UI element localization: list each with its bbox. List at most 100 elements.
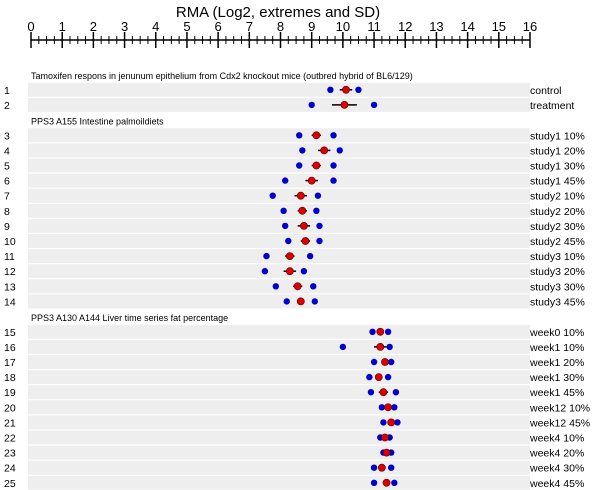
tick-label: 8 [277,19,284,34]
max-point [306,252,314,260]
row-number: 10 [4,236,16,248]
tick-label: 6 [215,19,222,34]
tick-label: 13 [429,19,443,34]
mean-point [320,146,329,155]
row-band [28,249,530,264]
mean-point [312,131,321,140]
row-number: 14 [4,296,16,308]
row-number: 20 [4,402,16,414]
max-point [314,192,322,199]
row-label: week1 45% [529,387,584,399]
max-point [310,283,317,290]
mean-point [312,161,321,170]
row-label: week12 10% [529,402,590,414]
row-band [28,385,530,400]
min-point [308,101,315,109]
row-number: 9 [4,221,10,233]
row-number: 22 [4,433,16,445]
row-band [28,188,530,203]
group-title: Tamoxifen respons in jenunum epithelium … [31,71,413,81]
row-number: 19 [4,387,16,399]
row-label: study2 30% [530,221,585,233]
min-point [269,192,276,199]
mean-point [293,282,302,291]
row-band [28,203,530,218]
min-point [263,252,270,260]
row-band [28,430,530,445]
row-label: study2 45% [530,236,585,248]
mean-point [298,206,307,215]
tick-label: 11 [367,19,381,34]
min-point [370,358,378,366]
row-band [28,234,530,248]
max-point [370,101,378,109]
row-number: 24 [4,463,16,475]
min-point [296,162,303,169]
min-point [299,147,306,154]
mean-point [299,221,308,230]
group-title: PPS3 A155 Intestine palmoildiets [31,117,164,127]
row-label: week4 30% [529,463,584,475]
mean-point [379,388,388,397]
row-band [28,264,530,279]
mean-point [377,463,386,472]
min-point [327,86,334,94]
max-point [391,404,398,411]
tick-label: 4 [152,19,159,34]
row-label: study3 20% [530,266,585,278]
row-number: 4 [4,145,10,157]
mean-point [342,85,350,94]
min-point [283,298,290,305]
row-number: 23 [4,448,16,460]
row-number: 1 [4,85,10,97]
row-number: 21 [4,417,16,429]
row-number: 13 [4,281,16,293]
min-point [367,389,375,396]
row-number: 8 [4,206,10,218]
max-point [355,86,362,94]
row-band [28,218,530,233]
tick-label: 9 [308,19,315,34]
max-point [300,268,308,275]
tick-label: 5 [183,19,190,34]
tick-label: 3 [121,19,128,34]
max-point [391,479,398,486]
tick-label: 1 [59,19,66,34]
min-point [281,177,289,184]
row-band [28,370,530,385]
mean-point [307,176,316,185]
mean-point [340,101,349,109]
max-point [311,298,319,305]
mean-point [285,267,294,276]
min-point [339,343,347,351]
row-band [28,97,530,112]
row-band [28,400,530,415]
row-number: 16 [4,342,16,354]
mean-point [382,448,391,457]
row-label: week1 10% [529,342,584,354]
row-number: 25 [4,478,16,490]
max-point [394,419,401,426]
max-point [384,328,392,335]
min-point [370,464,378,471]
max-point [336,147,343,154]
row-label: week12 45% [529,417,590,429]
row-label: study2 10% [530,191,585,203]
min-point [366,373,373,381]
row-number: 12 [4,266,16,278]
mean-point [384,403,392,412]
tick-label: 2 [90,19,97,34]
row-label: week1 30% [529,372,584,384]
max-point [392,389,400,396]
mean-point [296,191,305,200]
row-number: 11 [4,251,15,263]
max-point [313,207,320,214]
min-point [285,237,292,245]
x-axis: 0 1 2 3 4 5 6 7 8 9 10 11 12 13 14 15 16 [27,19,537,48]
row-label: week4 10% [529,433,584,445]
mean-point [387,418,396,427]
row-band [28,445,530,460]
mean-point [381,433,389,442]
row-label: study1 45% [530,176,585,188]
chart-title: RMA (Log2, extremes and SD) [176,4,380,21]
